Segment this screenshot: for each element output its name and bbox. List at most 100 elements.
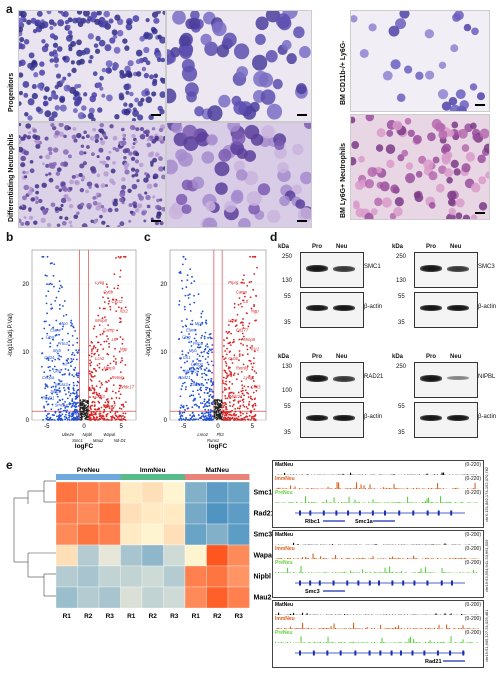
cell [63,84,71,92]
cell [131,117,136,121]
data-point [98,366,101,369]
data-point [106,335,108,338]
data-point [102,307,105,310]
coverage-bar [312,642,314,643]
data-point [205,411,208,414]
exon [426,510,429,516]
cell [462,214,471,219]
coverage-bar [291,502,293,503]
data-point [115,298,118,301]
coverage-bar [288,502,290,503]
coverage-bar [428,558,430,559]
coverage-bar [449,627,451,629]
data-point [124,306,127,309]
neu-label: Neu [336,354,348,360]
data-point [51,413,54,416]
coverage-bar [413,628,415,629]
cell [202,217,218,227]
coverage-bar [419,488,421,489]
data-point [205,415,207,417]
data-point [200,367,203,370]
coverage-bar [441,642,443,643]
data-point [54,385,57,388]
cell [445,151,453,159]
data-point [238,338,241,341]
data-point [43,371,46,374]
data-point [120,418,123,421]
cell [67,126,72,130]
coverage-bar [407,557,409,559]
cell [128,203,133,208]
marker-label: 250 [396,364,407,370]
heatmap-cell [98,481,121,504]
coverage-bar [348,488,350,489]
coverage-bar [345,487,347,489]
data-point-ns [79,416,82,419]
coverage-bar [371,641,373,643]
data-point [59,322,61,325]
data-point [227,324,230,326]
data-point [241,281,244,284]
coverage-bar [396,502,398,503]
coverage-bar [414,557,416,559]
exon [390,650,393,656]
cell [44,43,49,48]
data-point [54,410,57,413]
data-point [248,414,251,417]
heatmap-cell [227,523,250,546]
heatmap-cell [227,481,250,504]
gene-label: Lcn2 [228,318,238,323]
coverage-bar [455,487,457,489]
track-sample-label: MatNeu [275,462,294,468]
data-point [225,405,227,408]
data-point [253,303,255,306]
coverage-bar [344,614,346,615]
coverage-bar [276,487,278,489]
data-point [72,387,75,389]
coverage-track [275,496,479,503]
cell [68,186,73,191]
cell [93,219,98,224]
data-point [203,416,206,418]
cell [303,123,311,129]
cell [404,117,412,125]
coverage-bar [312,488,314,489]
track-sample-label: MatNeu [275,532,294,538]
data-point [254,385,257,388]
data-point [191,406,194,409]
data-point [121,338,124,341]
data-point [48,417,51,420]
cell [190,11,200,21]
gene-label: Cebpa [42,375,55,380]
cell [62,11,69,18]
data-point [94,352,96,355]
coverage-bar [326,499,328,503]
data-point [192,390,194,393]
data-point [93,391,96,394]
data-point [241,384,244,387]
data-point [251,345,253,347]
cell [135,127,140,132]
data-point [114,392,117,394]
x-tick-label: -5 [181,424,187,430]
cell [19,90,24,96]
cell [87,15,92,21]
coverage-bar [399,502,401,503]
coverage-bar [405,502,407,503]
cell [109,124,114,129]
cell [106,94,113,102]
cell [66,24,71,29]
coverage-bar [438,642,440,643]
data-point [95,385,98,388]
data-point [56,401,59,403]
cell [281,39,292,51]
data-point [198,346,201,349]
coverage-bar [327,558,329,559]
cell [56,223,61,227]
data-point [71,374,74,376]
data-point [209,370,211,373]
data-point [188,367,191,370]
gene-label: Nipbl [83,432,94,437]
data-point [253,350,256,353]
data-point [243,416,246,419]
